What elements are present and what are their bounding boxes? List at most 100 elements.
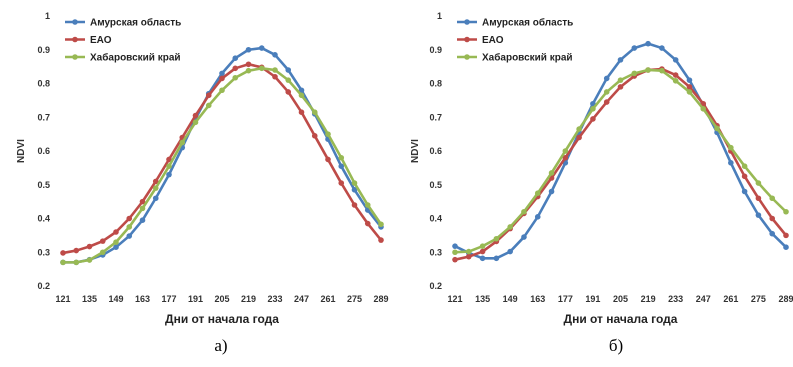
x-tick-label: 121 bbox=[447, 294, 462, 304]
series-line-3 bbox=[61, 67, 383, 264]
legend-entry: Амурская область bbox=[65, 17, 181, 29]
data-point bbox=[548, 188, 555, 195]
data-point bbox=[672, 57, 679, 63]
data-point bbox=[272, 73, 278, 80]
data-point bbox=[755, 195, 762, 202]
legend-swatch-marker bbox=[72, 54, 78, 60]
data-point bbox=[298, 92, 305, 99]
data-point bbox=[325, 156, 331, 163]
x-tick-label: 191 bbox=[188, 294, 203, 304]
data-point bbox=[590, 116, 596, 122]
data-point bbox=[351, 187, 358, 193]
y-tick-label: 0.3 bbox=[37, 247, 50, 257]
data-point bbox=[686, 84, 693, 90]
data-point bbox=[700, 106, 707, 112]
y-tick-label: 0.5 bbox=[429, 180, 442, 190]
x-tick-label: 289 bbox=[373, 294, 388, 304]
data-point bbox=[465, 248, 472, 255]
data-point bbox=[285, 89, 292, 95]
panel-caption-b: б) bbox=[609, 336, 623, 355]
data-point bbox=[245, 46, 252, 53]
y-axis-label: NDVI bbox=[410, 139, 421, 163]
data-point bbox=[205, 102, 212, 109]
data-point bbox=[113, 239, 119, 245]
legend-swatch-marker bbox=[72, 19, 78, 25]
data-point bbox=[378, 237, 384, 243]
data-point bbox=[479, 248, 486, 255]
data-point bbox=[338, 154, 345, 161]
data-point bbox=[507, 224, 513, 230]
x-tick-label: 191 bbox=[585, 294, 600, 304]
data-point bbox=[769, 215, 776, 222]
x-tick-label: 275 bbox=[751, 294, 766, 304]
x-tick-label: 205 bbox=[214, 294, 229, 304]
data-point bbox=[562, 154, 569, 161]
data-point bbox=[364, 220, 371, 227]
data-point bbox=[192, 119, 199, 126]
data-point bbox=[783, 208, 789, 215]
x-tick-label: 163 bbox=[135, 294, 150, 304]
legend-swatch-marker bbox=[464, 19, 470, 25]
data-point bbox=[783, 232, 789, 239]
data-point bbox=[99, 249, 106, 256]
chart-panel-a: 0.2 0.3 0.4 0.5 0.6 0.7 0.8 0.9 1 121 135 149 163 177… bbox=[16, 11, 389, 355]
data-point bbox=[351, 180, 358, 186]
x-axis-label: Дни от начала года bbox=[165, 312, 279, 326]
x-tick-label: 247 bbox=[696, 294, 711, 304]
x-tick-label: 177 bbox=[161, 294, 176, 304]
y-tick-label: 0.2 bbox=[37, 281, 50, 291]
data-point bbox=[152, 185, 159, 191]
data-point bbox=[73, 247, 80, 254]
data-point bbox=[452, 256, 458, 263]
data-point bbox=[73, 259, 80, 266]
data-point bbox=[245, 67, 252, 74]
data-point bbox=[617, 57, 624, 63]
data-point bbox=[179, 139, 186, 146]
data-point bbox=[60, 250, 66, 256]
data-point bbox=[631, 70, 638, 77]
data-point bbox=[452, 243, 458, 249]
data-point bbox=[126, 233, 133, 239]
data-point bbox=[576, 134, 582, 141]
x-tick-label: 261 bbox=[723, 294, 738, 304]
data-point bbox=[672, 72, 679, 78]
data-point bbox=[99, 238, 106, 244]
data-point bbox=[741, 173, 748, 180]
y-tick-label: 0.3 bbox=[429, 247, 442, 257]
legend-label: Хабаровский край bbox=[90, 52, 181, 64]
data-point bbox=[631, 45, 638, 51]
data-point bbox=[351, 202, 358, 208]
y-tick-label: 0.4 bbox=[429, 214, 442, 224]
y-tick-label: 0.4 bbox=[37, 214, 50, 224]
data-point bbox=[338, 163, 345, 169]
data-point bbox=[479, 255, 486, 262]
data-point bbox=[166, 156, 172, 163]
data-point bbox=[126, 224, 133, 230]
legend-label: Амурская область bbox=[482, 17, 573, 29]
data-point bbox=[298, 87, 305, 94]
x-tick-label: 121 bbox=[55, 294, 70, 304]
y-tick-label: 0.6 bbox=[37, 146, 50, 156]
y-tick-label: 0.8 bbox=[37, 79, 50, 89]
x-tick-label: 149 bbox=[108, 294, 123, 304]
legend-swatch-marker bbox=[464, 36, 470, 43]
data-point bbox=[603, 99, 610, 105]
x-tick-label: 135 bbox=[82, 294, 97, 304]
data-point bbox=[548, 170, 555, 176]
data-point bbox=[232, 74, 239, 81]
data-point bbox=[534, 190, 541, 196]
legend-label: ЕАО bbox=[90, 35, 112, 46]
data-point bbox=[672, 78, 679, 84]
data-point bbox=[113, 244, 119, 250]
data-point bbox=[714, 125, 720, 132]
data-point bbox=[728, 160, 734, 166]
series-line-1 bbox=[453, 42, 788, 260]
data-point bbox=[617, 77, 624, 83]
legend-entry: Хабаровский край bbox=[65, 52, 181, 64]
data-point bbox=[378, 221, 384, 228]
x-tick-label: 177 bbox=[558, 294, 573, 304]
data-point bbox=[113, 229, 119, 235]
x-tick-label: 289 bbox=[778, 294, 793, 304]
y-axis-label: NDVI bbox=[16, 139, 27, 163]
